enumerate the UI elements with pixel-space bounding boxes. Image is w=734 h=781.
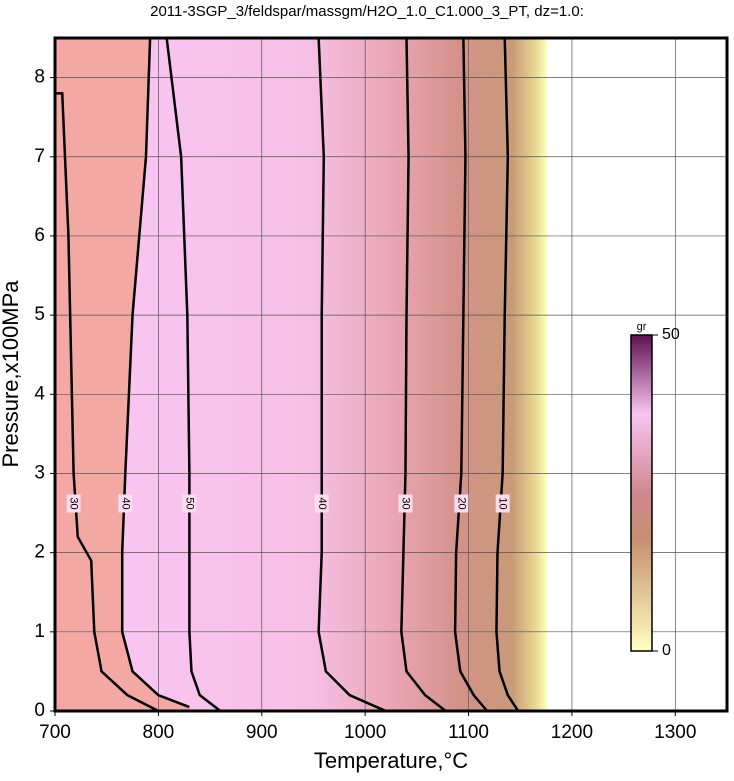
x-tick-label: 1300	[654, 722, 696, 743]
colorbar	[630, 334, 653, 652]
contour-label-group: 30	[66, 494, 81, 513]
contour-label-bg	[118, 494, 133, 513]
contour-line	[495, 37, 520, 712]
contour-label-bg	[314, 494, 329, 513]
x-tick-label: 900	[246, 722, 278, 743]
contour-label: 30	[68, 497, 80, 509]
contour-label-bg	[66, 494, 81, 513]
contour-label: 10	[497, 497, 509, 509]
x-tick-label: 700	[39, 722, 71, 743]
contour-label-bg	[495, 494, 510, 513]
contour-label-group: 50	[182, 494, 197, 513]
colorbar-label: gr	[637, 321, 647, 333]
y-tick-label: 6	[34, 225, 45, 246]
contour-label-group: 30	[398, 494, 413, 513]
contour-label-group: 40	[118, 494, 133, 513]
x-tick-label: 1200	[551, 722, 593, 743]
contour-label-group: 10	[495, 494, 510, 513]
y-tick-label: 3	[34, 462, 45, 483]
x-axis-label: Temperature,°C	[314, 748, 468, 773]
contour-label-bg	[454, 494, 469, 513]
region-fill	[55, 38, 190, 711]
y-tick-label: 5	[34, 304, 45, 325]
x-tick-label: 800	[143, 722, 175, 743]
y-tick-label: 1	[34, 621, 45, 642]
contour-line	[120, 37, 190, 709]
y-tick-label: 8	[34, 67, 45, 88]
contour-label-bg	[182, 494, 197, 513]
chart-title: 2011-3SGP_3/feldspar/massgm/H2O_1.0_C1.0…	[150, 3, 584, 20]
contour-label-bg	[398, 494, 413, 513]
plot-background	[55, 38, 727, 711]
contour-label: 50	[183, 497, 195, 509]
y-tick-label: 0	[34, 700, 45, 721]
y-tick-label: 4	[34, 383, 45, 404]
contour-line	[55, 92, 159, 713]
y-axis-label: Pressure,x100MPa	[0, 280, 23, 468]
x-tick-label: 1000	[344, 722, 386, 743]
plot-frame	[53, 36, 729, 713]
contour-label: 30	[400, 497, 412, 509]
contour-label: 20	[455, 497, 467, 509]
y-tick-label: 2	[34, 542, 45, 563]
contour-line	[165, 37, 222, 712]
colorbar-tick-label: 50	[662, 326, 680, 343]
contour-line	[317, 37, 387, 713]
contour-label-group: 20	[454, 494, 469, 513]
colorbar-tick-label: 0	[662, 642, 671, 659]
y-tick-label: 7	[34, 146, 45, 167]
x-tick-label: 1100	[448, 722, 489, 743]
contour-label: 40	[316, 497, 328, 509]
contour-label: 40	[119, 497, 131, 509]
contour-line	[453, 37, 489, 712]
contour-label-group: 40	[314, 494, 329, 513]
contour-line	[400, 37, 447, 712]
